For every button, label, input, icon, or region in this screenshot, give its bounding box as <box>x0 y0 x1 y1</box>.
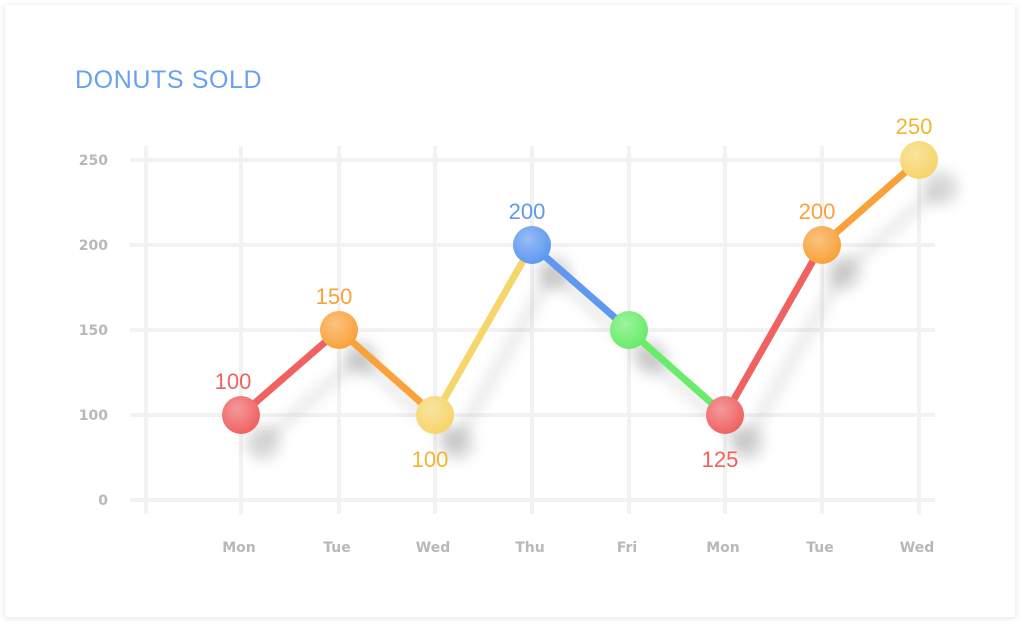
data-label: 250 <box>896 114 933 139</box>
x-tick-label: Fri <box>617 540 637 556</box>
data-point-marker[interactable] <box>222 396 260 434</box>
x-tick-label: Wed <box>900 540 934 556</box>
line-segment <box>626 327 728 418</box>
line-segment <box>819 157 922 248</box>
data-label: 125 <box>702 447 739 472</box>
y-tick-label: 0 <box>98 493 108 509</box>
data-label: 100 <box>215 369 252 394</box>
line-segment <box>336 327 438 418</box>
data-label: 100 <box>412 447 449 472</box>
data-point-marker[interactable] <box>513 226 551 264</box>
data-point-marker[interactable] <box>320 311 358 349</box>
data-point-marker[interactable] <box>900 141 938 179</box>
data-point-marker[interactable] <box>803 226 841 264</box>
data-points <box>222 141 938 434</box>
x-tick-label: Thu <box>515 540 544 556</box>
data-label: 150 <box>316 284 353 309</box>
line-shadows <box>245 170 959 461</box>
x-tick-label: Tue <box>806 540 833 556</box>
x-tick-label: Tue <box>323 540 350 556</box>
line-segment <box>431 243 536 417</box>
data-point-marker[interactable] <box>610 311 648 349</box>
line-segment <box>238 327 342 418</box>
x-tick-label: Wed <box>416 540 450 556</box>
y-tick-label: 150 <box>79 323 108 339</box>
chart-card <box>5 5 1015 617</box>
data-point-marker[interactable] <box>706 396 744 434</box>
y-tick-label: 100 <box>79 408 108 424</box>
data-label: 200 <box>799 199 836 224</box>
data-point-marker[interactable] <box>416 396 454 434</box>
x-tick-label: Mon <box>706 540 740 556</box>
x-axis-ticks: Mon Tue Wed Thu Fri Mon Tue Wed <box>222 540 934 556</box>
y-tick-label: 250 <box>79 153 108 169</box>
line-segments <box>238 157 922 418</box>
y-axis-ticks: 0 100 150 200 250 <box>79 153 108 509</box>
data-label: 200 <box>509 199 546 224</box>
x-tick-label: Mon <box>222 540 256 556</box>
data-labels: 100 150 100 200 125 200 250 <box>215 114 933 472</box>
line-segment <box>529 242 632 333</box>
line-segment <box>721 243 826 417</box>
y-tick-label: 200 <box>79 238 108 254</box>
chart-title: DONUTS SOLD <box>75 66 263 94</box>
